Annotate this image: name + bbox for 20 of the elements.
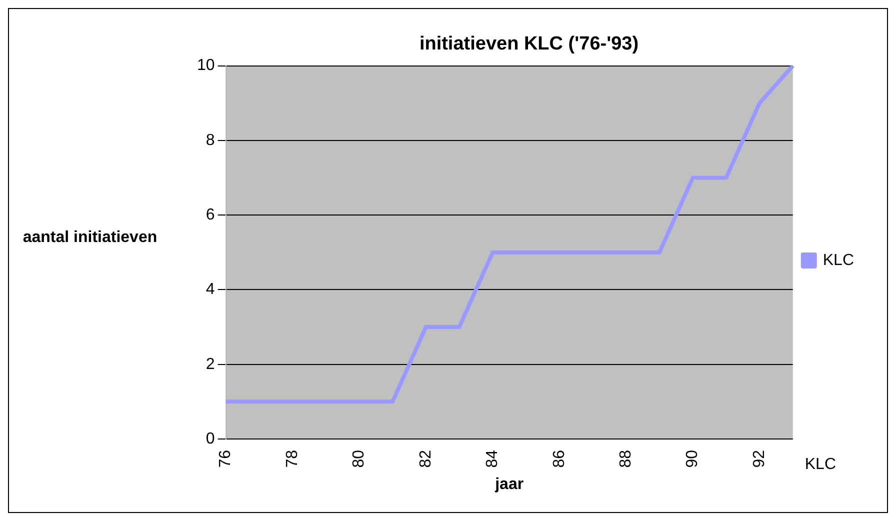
x-tick-label: 78: [284, 450, 301, 468]
y-tick-label: 8: [206, 132, 215, 149]
x-tick-label: 76: [217, 450, 234, 468]
y-tick-label: 2: [206, 356, 215, 373]
x-tick-label: 84: [484, 450, 502, 468]
x-tick-label: 86: [550, 450, 568, 468]
x-axis-title: jaar: [494, 476, 524, 493]
x-tick-label: 92: [750, 450, 768, 468]
y-tick-label: 10: [197, 57, 215, 74]
y-axis-title: aantal initiatieven: [22, 229, 158, 247]
text: KLC: [804, 456, 836, 474]
x-tick-label: 88: [617, 450, 634, 468]
x-tick-label: 90: [684, 450, 702, 468]
chart-title: initiatieven KLC ('76-'93): [419, 34, 639, 55]
x-tick-label: 80: [350, 450, 368, 468]
y-tick-label: 4: [206, 281, 215, 298]
x-tick-label: 82: [417, 450, 434, 468]
y-tick-label: 6: [206, 206, 215, 224]
y-tick-label: 0: [206, 430, 215, 448]
legend-label: KLC: [822, 252, 854, 269]
